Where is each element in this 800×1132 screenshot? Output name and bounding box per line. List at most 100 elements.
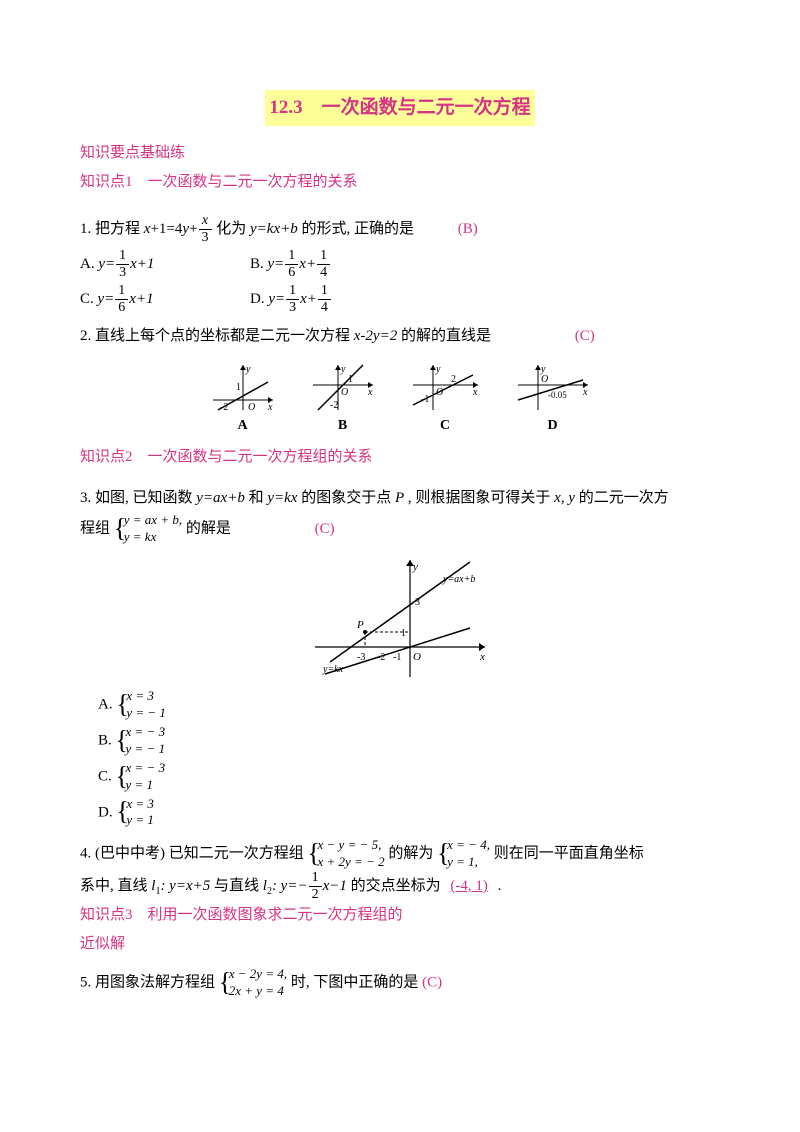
f: 6: [115, 300, 128, 315]
q1-optA-eq: y=: [98, 256, 115, 272]
svg-text:x: x: [367, 387, 373, 398]
q4-l2t: x−1: [323, 878, 347, 894]
q3-eq1: y=ax+b: [196, 490, 245, 506]
f: y = − 1: [126, 741, 166, 758]
f: 4: [317, 265, 330, 280]
q1-optD-frac1: 13: [286, 284, 299, 315]
q2-suffix: 的解的直线是: [401, 328, 491, 344]
svg-text:x: x: [472, 387, 478, 398]
q3-vars: x, y: [554, 490, 575, 506]
question-2: 2. 直线上每个点的坐标都是二元一次方程 x-2y=2 的解的直线是 (C): [80, 323, 720, 350]
q3-m4: 的二元一次方: [579, 490, 669, 506]
f: y = − 1: [126, 705, 166, 722]
f: x = − 4,: [447, 837, 490, 854]
q3-A-grp: x = 3 y = − 1: [116, 688, 166, 722]
q3-C: C.: [98, 768, 112, 784]
svg-text:1: 1: [401, 628, 406, 639]
q3-B: B.: [98, 732, 112, 748]
svg-text:1: 1: [348, 374, 353, 385]
svg-text:y: y: [540, 364, 546, 375]
q3-answer: (C): [315, 521, 335, 537]
svg-text:1: 1: [236, 382, 241, 393]
svg-text:-0.05: -0.05: [548, 390, 567, 400]
q1-optB-frac2: 14: [317, 249, 330, 280]
f: x + 2y = − 2: [318, 854, 385, 871]
f: 1: [115, 284, 128, 300]
q2-eq: x-2y=2: [354, 328, 397, 344]
q3-optA: A. x = 3 y = − 1: [98, 688, 720, 722]
f: 1: [317, 249, 330, 265]
q1-optD-tail: x+: [300, 291, 317, 307]
q4-l2e: : y=−: [272, 878, 308, 894]
q1-form: y=kx+b: [250, 221, 298, 237]
q3-D-grp: x = 3 y = 1: [116, 796, 154, 830]
f: y = 1,: [447, 854, 490, 871]
q4-t5: 与直线: [214, 878, 263, 894]
q1-optC-label: C.: [80, 291, 98, 307]
f: 6: [285, 265, 298, 280]
q2-label-a: A: [208, 413, 278, 438]
q3-m3: , 则根据图象可得关于: [408, 490, 554, 506]
svg-text:y: y: [412, 561, 418, 573]
section-basic-practice: 知识要点基础练: [80, 140, 720, 167]
q2-graph-c: O 2 -1 y x: [408, 360, 483, 415]
q1-optA-label: A.: [80, 256, 98, 272]
q4-frac: 12: [309, 871, 322, 902]
q3-graph: O y x -3 -2 -1 1 3 P y=ax+b y=kx: [80, 552, 720, 682]
svg-text:y: y: [245, 364, 251, 375]
f: 3: [116, 265, 129, 280]
q5-sys: x − 2y = 4, 2x + y = 4: [219, 966, 287, 1000]
f: 2: [309, 887, 322, 902]
svg-text:3: 3: [415, 597, 420, 608]
q3-optC: C. x = − 3 y = 1: [98, 760, 720, 794]
q1-plus: +: [189, 221, 197, 237]
f: y = 1: [126, 777, 166, 794]
f: 4: [318, 300, 331, 315]
q3-t1: 3. 如图, 已知函数: [80, 490, 196, 506]
f: x = 3: [126, 688, 166, 705]
f: 1: [318, 284, 331, 300]
q4-sys1: x − y = − 5, x + 2y = − 2: [308, 837, 385, 871]
svg-text:y=ax+b: y=ax+b: [442, 574, 475, 585]
f: 1: [309, 871, 322, 887]
q1-frac-num: x: [199, 214, 212, 230]
q1-optB-frac1: 16: [285, 249, 298, 280]
q1-optB-tail: x+: [299, 256, 316, 272]
q1-optC-frac: 16: [115, 284, 128, 315]
knowledge-point-3-l1: 知识点3 利用一次函数图象求二元一次方程组的: [80, 902, 720, 929]
question-3-line2: 程组 y = ax + b, y = kx 的解是 (C): [80, 512, 720, 546]
q1-optA-tail: x+1: [130, 256, 154, 272]
q1-optC-tail: x+1: [129, 291, 153, 307]
q3-D: D.: [98, 804, 113, 820]
svg-text:O: O: [436, 387, 443, 398]
question-5: 5. 用图象法解方程组 x − 2y = 4, 2x + y = 4 时, 下图…: [80, 966, 720, 1000]
q2-graph-a: -2 O 1 y x: [208, 360, 278, 415]
q2-label-d: D: [513, 413, 593, 438]
f: 1: [116, 249, 129, 265]
q1-suffix: 的形式, 正确的是: [301, 221, 414, 237]
f: 2x + y = 4: [229, 983, 287, 1000]
svg-text:O: O: [248, 402, 255, 413]
q5-t1: 5. 用图象法解方程组: [80, 974, 219, 990]
q1-optB-label: B.: [250, 256, 268, 272]
q3-sys1: y = ax + b,: [124, 512, 182, 529]
q1-options-row2: C. y=16x+1 D. y=13x+14: [80, 284, 720, 315]
question-1: 1. 把方程 x+1=4y+x3 化为 y=kx+b 的形式, 正确的是 (B): [80, 214, 720, 245]
svg-text:P: P: [356, 619, 364, 631]
q1-plus1eq: +1=4: [150, 221, 182, 237]
q2-graph-b: O 1 -2 y x: [308, 360, 378, 415]
q1-prefix: 1. 把方程: [80, 221, 144, 237]
svg-text:-2: -2: [220, 402, 228, 413]
f: y = 1: [126, 812, 154, 829]
svg-text:y=kx: y=kx: [322, 664, 344, 675]
q4-t3: 则在同一平面直角坐标: [494, 846, 644, 862]
svg-text:O: O: [541, 374, 548, 385]
knowledge-point-2: 知识点2 一次函数与二元一次方程组的关系: [80, 444, 720, 471]
q4-answer: (-4, 1): [444, 878, 494, 894]
f: x = 3: [126, 796, 154, 813]
q4-t1: 4. (巴中中考) 已知二元一次方程组: [80, 846, 308, 862]
q3-sys2: y = kx: [124, 529, 182, 546]
q4-t4: 系中, 直线: [80, 878, 151, 894]
q1-answer: (B): [458, 221, 478, 237]
q2-text: 2. 直线上每个点的坐标都是二元一次方程: [80, 328, 354, 344]
